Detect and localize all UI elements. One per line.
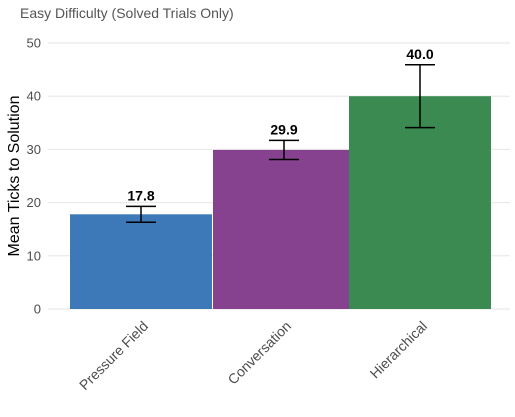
x-tick-label: Hierarchical — [367, 318, 431, 382]
x-tick-label: Conversation — [224, 318, 294, 388]
bar — [70, 214, 212, 309]
y-axis-label: Mean Ticks to Solution — [6, 96, 23, 257]
value-labels: 17.8 29.9 40.0 — [127, 46, 433, 204]
x-tick-label: Pressure Field — [76, 318, 151, 393]
x-axis-ticks: Pressure Field Conversation Hierarchical — [76, 318, 430, 393]
y-tick-label: 10 — [27, 248, 41, 263]
bar — [213, 149, 355, 309]
y-tick-label: 0 — [34, 302, 41, 317]
value-label: 29.9 — [270, 121, 297, 137]
y-tick-label: 20 — [27, 195, 41, 210]
y-tick-label: 40 — [27, 89, 41, 104]
bars — [70, 96, 491, 309]
y-axis-ticks: 0 10 20 30 40 50 — [27, 36, 41, 317]
chart-subtitle: Easy Difficulty (Solved Trials Only) — [20, 5, 234, 21]
y-tick-label: 30 — [27, 142, 41, 157]
value-label: 17.8 — [127, 187, 154, 203]
bar — [349, 96, 491, 309]
error-bars — [126, 64, 435, 224]
y-tick-label: 50 — [27, 36, 41, 51]
value-label: 40.0 — [406, 46, 433, 62]
